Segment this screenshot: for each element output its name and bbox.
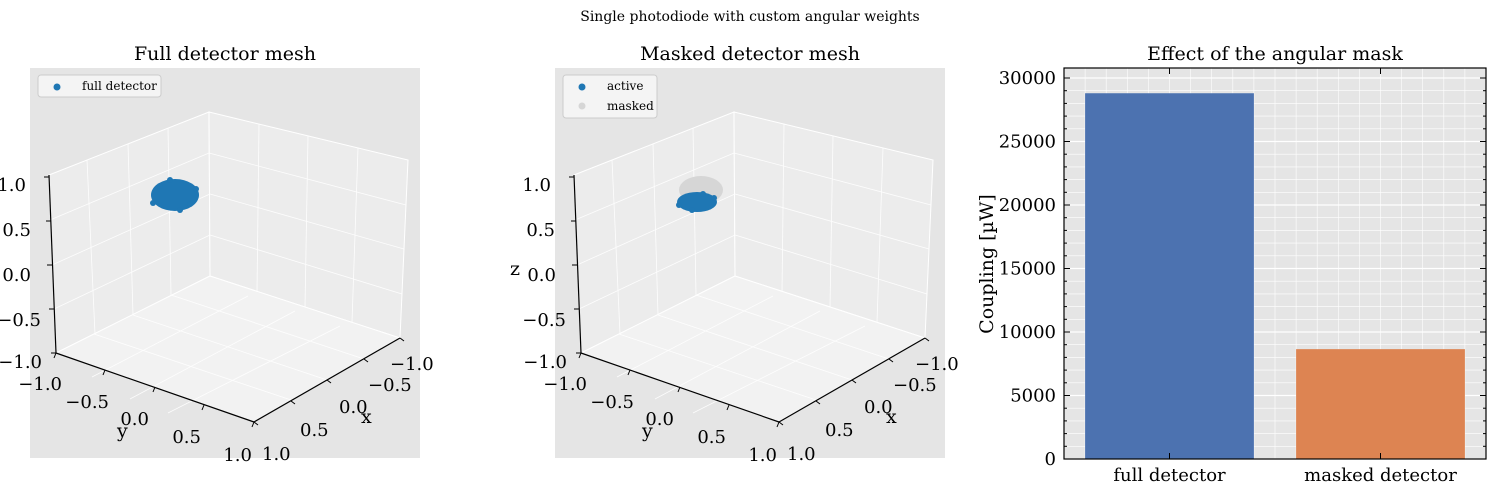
bar-chart-title: Effect of the angular mask <box>1147 43 1403 65</box>
full-z-tick-4: −0.5 <box>0 310 41 331</box>
bar-y-tick-label: 0 <box>1045 449 1056 470</box>
bar-x-tick-label: masked detector <box>1304 465 1457 486</box>
active-point-edges <box>676 191 717 213</box>
full-tick-marks <box>44 176 405 428</box>
legend-masked-marker <box>578 102 586 110</box>
legend-active-marker <box>578 83 586 91</box>
full-x-tick-5: 1.0 <box>262 444 291 465</box>
bar-series <box>1085 93 1465 460</box>
masked-legend-box <box>562 74 658 119</box>
masked-grid <box>574 123 932 414</box>
masked-z-tick-3: 0.0 <box>527 265 556 286</box>
bar-plot-frame <box>1063 67 1487 460</box>
masked-mesh-title: Masked detector mesh <box>640 43 860 65</box>
full-legend-box <box>37 74 162 98</box>
active-points <box>677 192 717 212</box>
full-legend-label: full detector <box>82 79 157 93</box>
full-detector-point-edges <box>150 177 199 213</box>
masked-z-tick-2: 0.5 <box>526 220 555 241</box>
masked-x-tick-5: 1.0 <box>787 444 816 465</box>
masked-x-tick-1: −1.0 <box>915 354 959 375</box>
bar-y-tick-label: 20000 <box>999 195 1056 216</box>
full-y-axis-label: y <box>116 420 128 442</box>
full-y-tick-5: 1.0 <box>223 445 252 466</box>
bar-masked-detector <box>1296 349 1465 459</box>
full-x-tick-3: 0.0 <box>339 397 368 418</box>
masked-z-axis-label: z <box>510 258 520 280</box>
masked-z-tick-1: 1.0 <box>522 175 551 196</box>
masked-y-axis-label: y <box>641 420 653 442</box>
full-x-tick-4: 0.5 <box>300 420 329 441</box>
full-z-axis-line <box>48 174 57 354</box>
bar-y-tick-label: 10000 <box>999 322 1056 343</box>
masked-y-tick-5: 1.0 <box>748 445 777 466</box>
masked-z-axis-line <box>573 174 582 354</box>
bar-full-detector <box>1085 93 1254 460</box>
masked-y-tick-3: 0.0 <box>645 409 674 430</box>
full-grid <box>49 123 407 414</box>
bar-y-axis-label: Coupling [µW] <box>976 194 998 334</box>
full-z-tick-1: 1.0 <box>0 175 26 196</box>
bar-tick-marks <box>1064 68 1486 460</box>
masked-y-tick-4: 0.5 <box>697 427 726 448</box>
full-z-tick-5: −1.0 <box>0 352 42 373</box>
masked-x-tick-2: −0.5 <box>893 375 937 396</box>
full-detector-points <box>151 179 199 211</box>
full-z-tick-3: 0.0 <box>2 265 31 286</box>
masked-y-tick-1: −1.0 <box>543 374 587 395</box>
masked-x-tick-4: 0.5 <box>825 420 854 441</box>
bar-y-tick-label: 25000 <box>999 132 1056 153</box>
full-legend-marker <box>53 83 61 91</box>
bar-x-tick-label: full detector <box>1113 465 1226 486</box>
full-y-tick-3: 0.0 <box>120 409 149 430</box>
figure-title: Single photodiode with custom angular we… <box>580 9 920 25</box>
masked-x-axis-label: x <box>886 406 897 428</box>
full-x-axis-label: x <box>361 406 372 428</box>
bar-y-tick-label: 15000 <box>999 259 1056 280</box>
full-z-tick-2: 0.5 <box>2 220 31 241</box>
masked-z-tick-4: −0.5 <box>522 310 566 331</box>
full-y-tick-4: 0.5 <box>172 427 201 448</box>
masked-z-tick-5: −1.0 <box>523 352 567 373</box>
full-y-tick-1: −1.0 <box>18 374 62 395</box>
masked-tick-marks <box>569 176 930 428</box>
legend-active-label: active <box>607 79 643 93</box>
full-x-tick-2: −0.5 <box>368 375 412 396</box>
legend-masked-label: masked <box>607 99 654 113</box>
masked-y-tick-2: −0.5 <box>590 392 634 413</box>
bar-y-tick-label: 30000 <box>999 68 1056 89</box>
masked-x-tick-3: 0.0 <box>864 397 893 418</box>
bar-y-tick-label: 5000 <box>1010 386 1056 407</box>
bar-tick-labels: 0 5000 10000 15000 20000 25000 30000 full detec… <box>999 68 1457 486</box>
full-y-tick-2: −0.5 <box>65 392 109 413</box>
full-mesh-title: Full detector mesh <box>134 43 316 65</box>
full-x-tick-1: −1.0 <box>390 354 434 375</box>
